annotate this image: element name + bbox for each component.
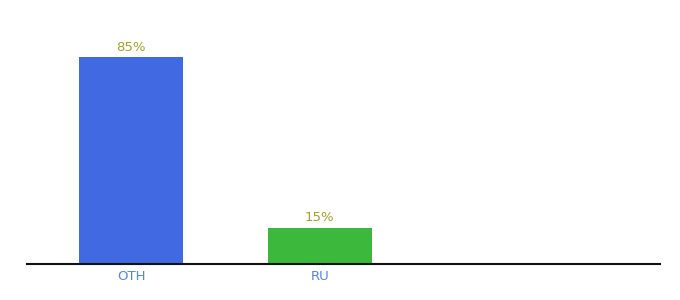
Text: 15%: 15% [305,211,335,224]
Text: 85%: 85% [116,41,146,54]
Bar [268,227,372,264]
Bar [79,57,183,264]
